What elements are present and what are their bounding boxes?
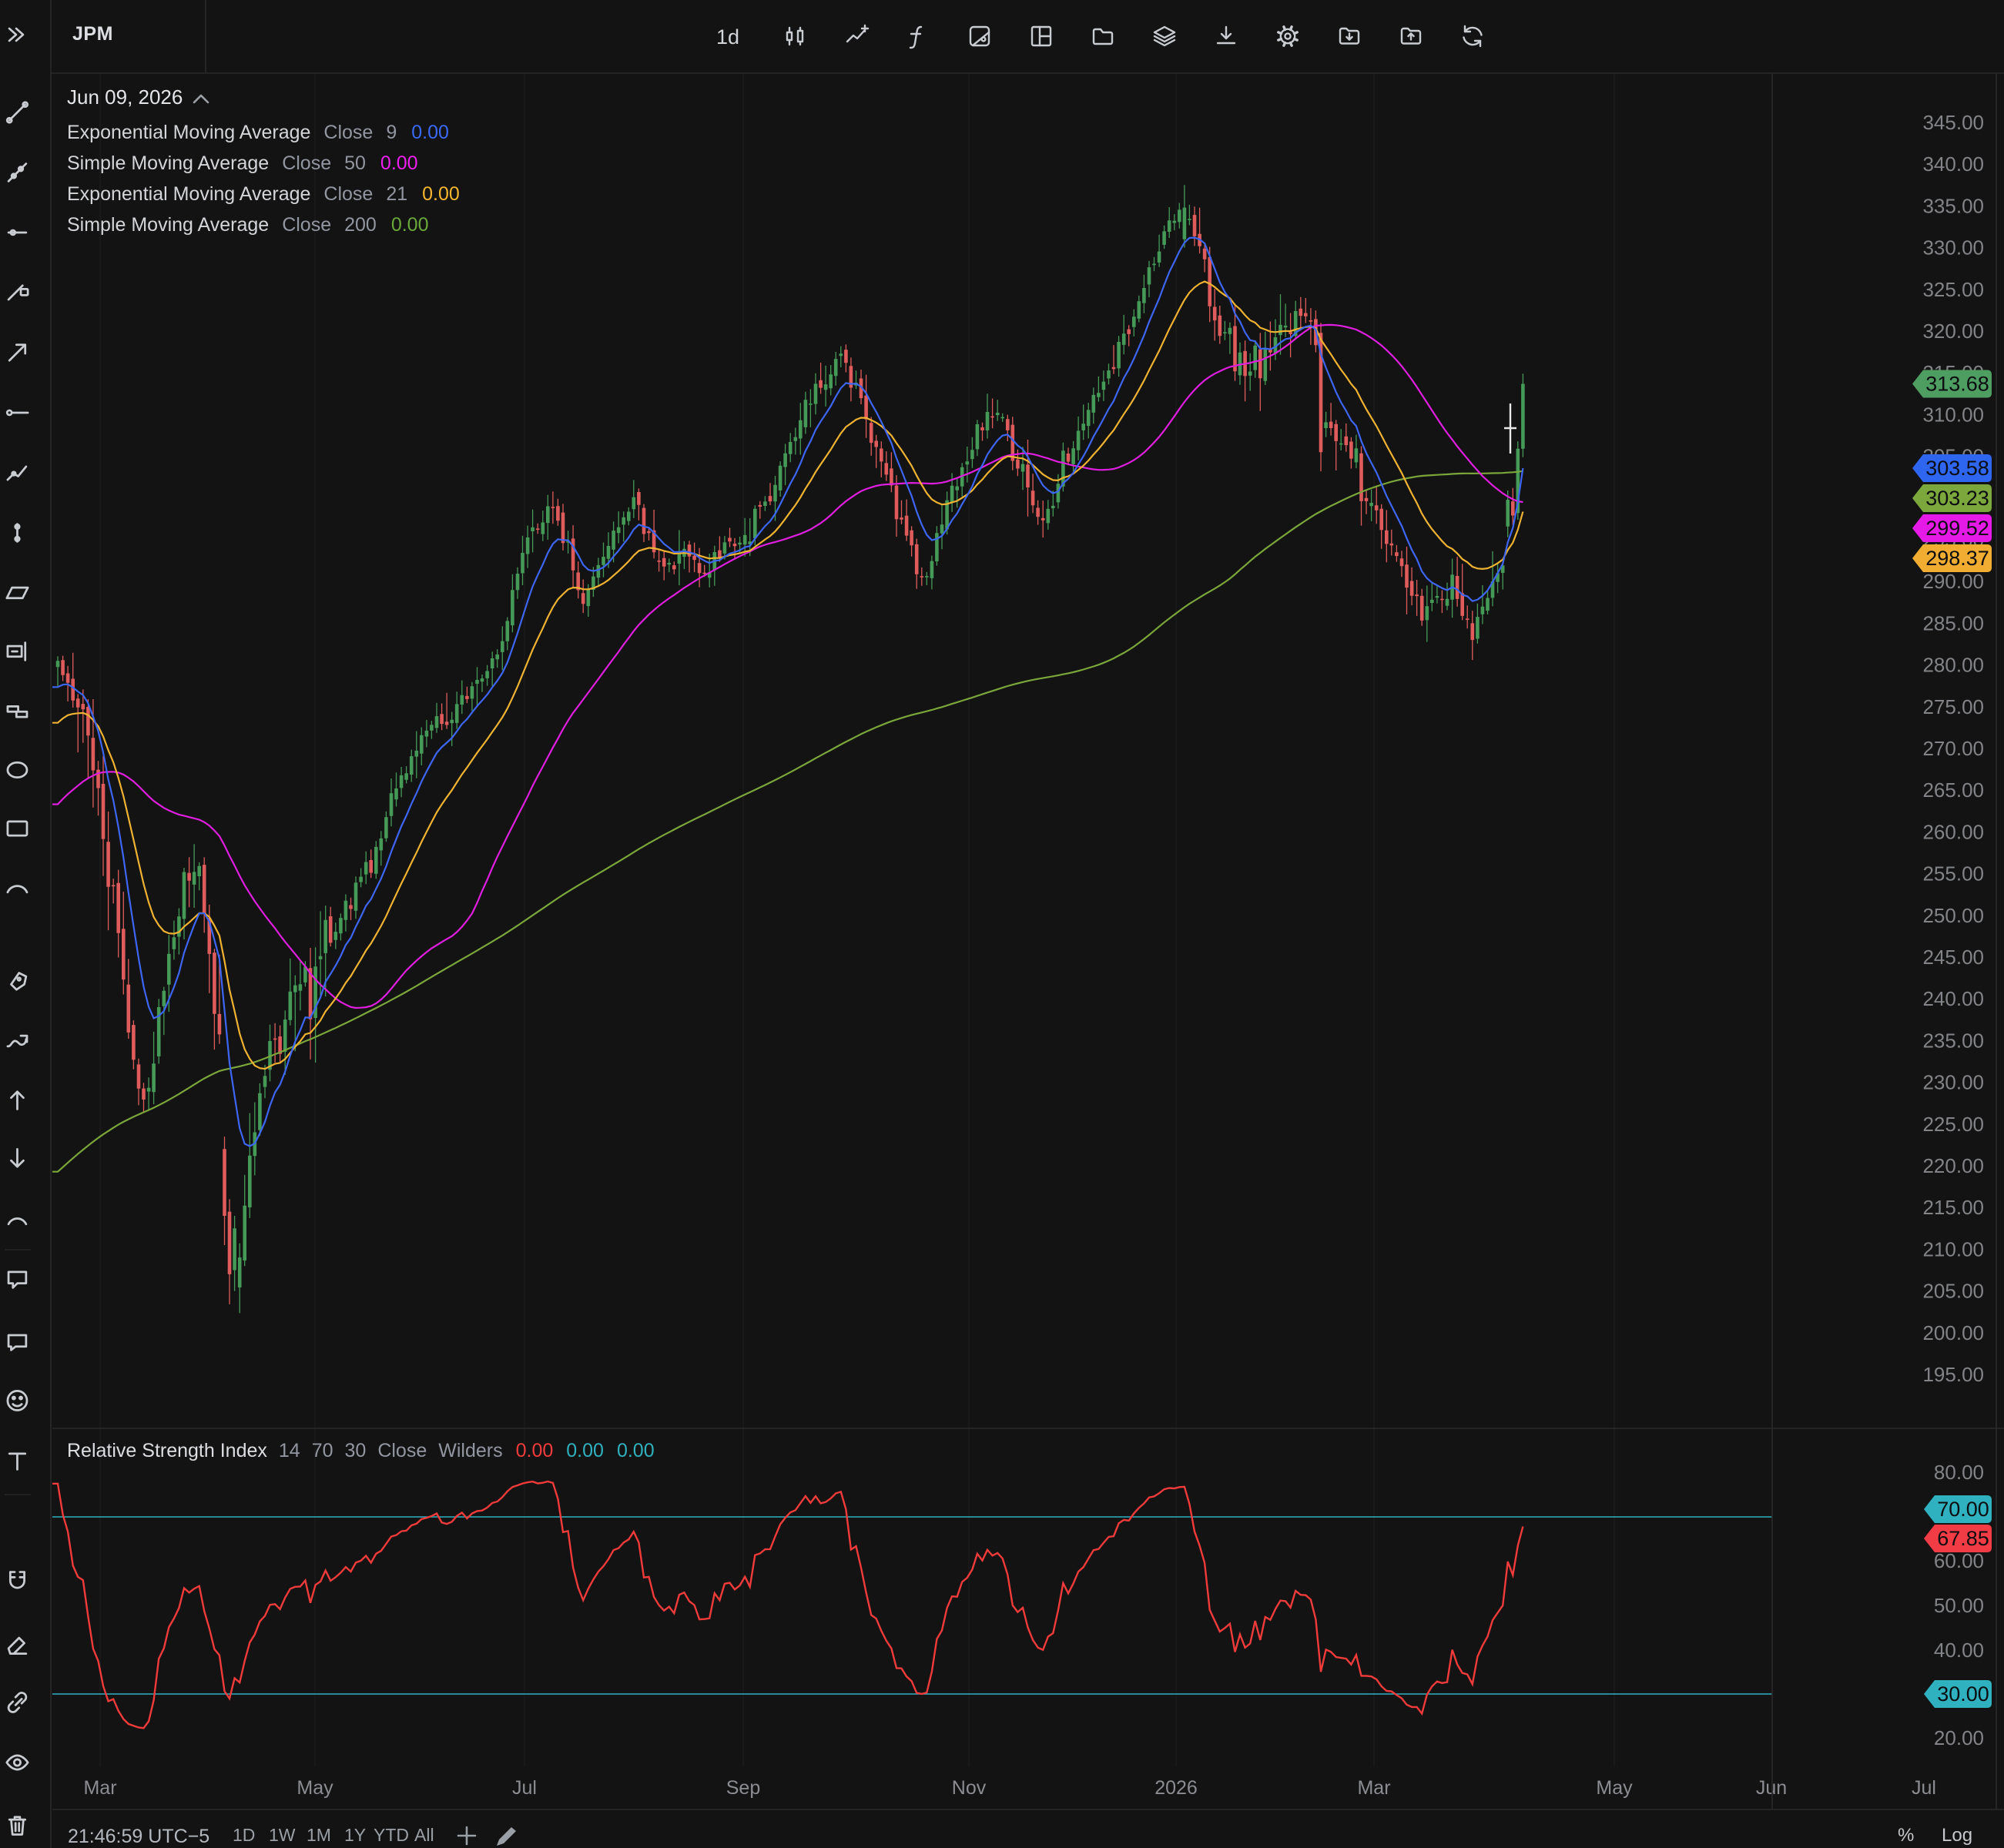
svg-text:303.58: 303.58 bbox=[1925, 457, 1989, 480]
svg-text:Jul: Jul bbox=[1912, 1777, 1936, 1799]
svg-text:240.00: 240.00 bbox=[1922, 987, 1984, 1010]
svg-text:May: May bbox=[297, 1777, 333, 1799]
svg-text:200.00: 200.00 bbox=[1922, 1321, 1984, 1344]
svg-text:235.00: 235.00 bbox=[1922, 1029, 1984, 1052]
svg-text:30.00: 30.00 bbox=[1937, 1682, 1989, 1706]
svg-text:340.00: 340.00 bbox=[1922, 152, 1984, 176]
svg-text:225.00: 225.00 bbox=[1922, 1113, 1984, 1136]
svg-text:210.00: 210.00 bbox=[1922, 1237, 1984, 1260]
svg-text:205.00: 205.00 bbox=[1922, 1280, 1984, 1303]
svg-text:2026: 2026 bbox=[1154, 1777, 1198, 1799]
svg-text:Sep: Sep bbox=[726, 1777, 760, 1799]
svg-text:50.00: 50.00 bbox=[1934, 1594, 1984, 1617]
svg-text:265.00: 265.00 bbox=[1922, 778, 1984, 802]
svg-text:298.37: 298.37 bbox=[1925, 547, 1989, 570]
svg-text:345.00: 345.00 bbox=[1922, 111, 1984, 134]
svg-text:195.00: 195.00 bbox=[1922, 1363, 1984, 1386]
svg-text:325.00: 325.00 bbox=[1922, 278, 1984, 301]
svg-text:Jul: Jul bbox=[512, 1777, 537, 1799]
svg-text:320.00: 320.00 bbox=[1922, 320, 1984, 343]
svg-text:245.00: 245.00 bbox=[1922, 946, 1984, 969]
svg-text:260.00: 260.00 bbox=[1922, 820, 1984, 843]
svg-text:20.00: 20.00 bbox=[1934, 1726, 1984, 1749]
svg-text:255.00: 255.00 bbox=[1922, 862, 1984, 886]
svg-text:80.00: 80.00 bbox=[1934, 1461, 1984, 1484]
svg-text:250.00: 250.00 bbox=[1922, 904, 1984, 927]
svg-text:303.23: 303.23 bbox=[1925, 487, 1989, 510]
svg-text:299.52: 299.52 bbox=[1925, 517, 1989, 540]
svg-text:285.00: 285.00 bbox=[1922, 611, 1984, 634]
svg-text:60.00: 60.00 bbox=[1934, 1549, 1984, 1572]
svg-text:May: May bbox=[1596, 1777, 1633, 1799]
svg-text:67.85: 67.85 bbox=[1937, 1527, 1989, 1550]
svg-text:215.00: 215.00 bbox=[1922, 1196, 1984, 1219]
svg-text:Jun: Jun bbox=[1756, 1777, 1787, 1799]
svg-text:230.00: 230.00 bbox=[1922, 1071, 1984, 1094]
svg-text:335.00: 335.00 bbox=[1922, 194, 1984, 217]
svg-text:220.00: 220.00 bbox=[1922, 1154, 1984, 1177]
svg-text:40.00: 40.00 bbox=[1934, 1639, 1984, 1662]
svg-text:290.00: 290.00 bbox=[1922, 570, 1984, 593]
svg-text:313.68: 313.68 bbox=[1925, 373, 1989, 396]
svg-text:275.00: 275.00 bbox=[1922, 695, 1984, 718]
svg-text:70.00: 70.00 bbox=[1937, 1498, 1989, 1521]
svg-text:Mar: Mar bbox=[1357, 1777, 1390, 1799]
svg-text:310.00: 310.00 bbox=[1922, 403, 1984, 426]
svg-text:330.00: 330.00 bbox=[1922, 236, 1984, 259]
svg-text:280.00: 280.00 bbox=[1922, 654, 1984, 677]
svg-text:Mar: Mar bbox=[83, 1777, 116, 1799]
svg-text:270.00: 270.00 bbox=[1922, 737, 1984, 760]
svg-text:Nov: Nov bbox=[952, 1777, 987, 1799]
